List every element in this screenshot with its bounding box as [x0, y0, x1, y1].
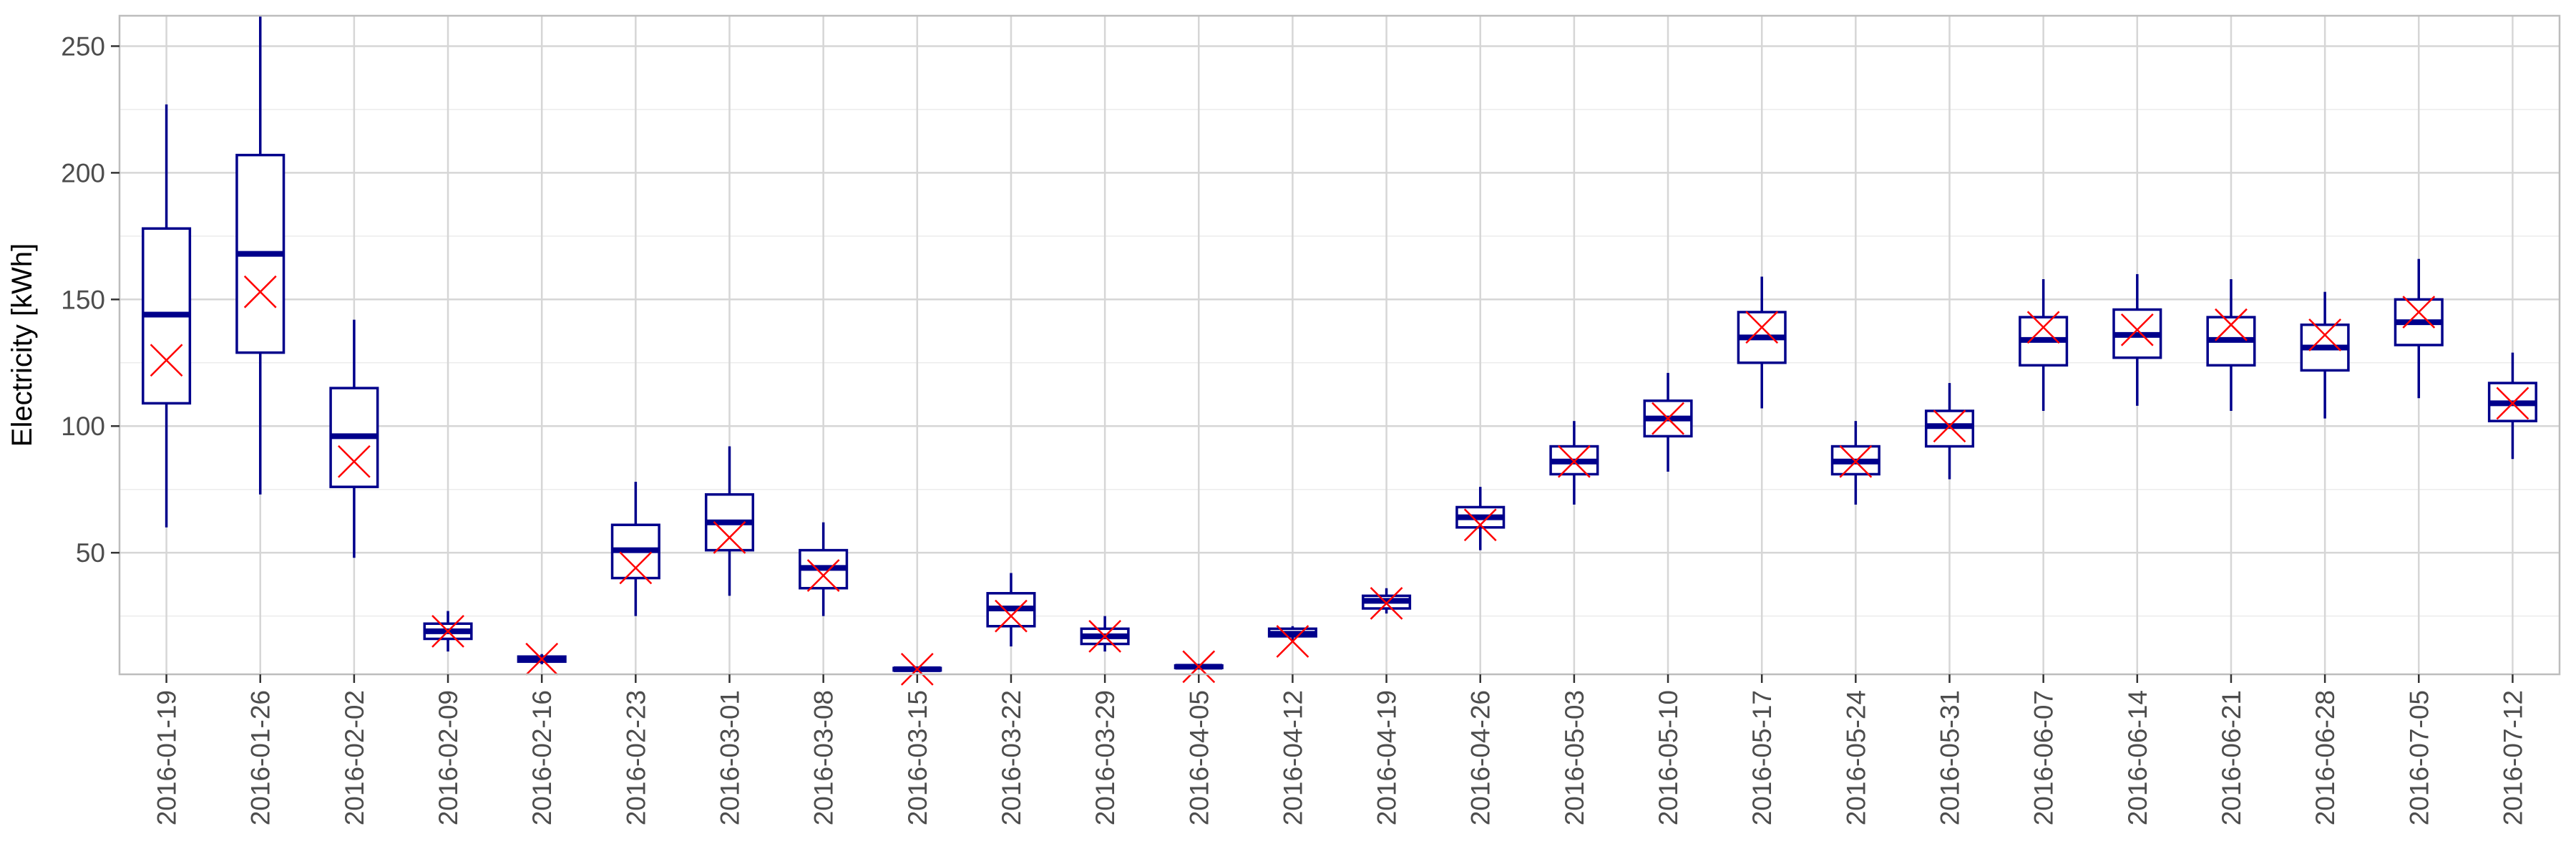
x-tick-label: 2016-07-05 [2404, 690, 2434, 825]
box-2016-06-14 [2112, 273, 2162, 406]
x-tick-label: 2016-02-23 [621, 690, 650, 825]
box-2016-03-08 [799, 522, 849, 616]
mean-marker [713, 521, 746, 554]
mean-marker [431, 614, 464, 648]
mean-marker [1088, 620, 1121, 653]
y-tick-label: 50 [76, 538, 105, 568]
panel-border [118, 14, 2561, 676]
mean-marker [995, 599, 1028, 633]
mean-marker [1933, 409, 1966, 443]
x-tick-label: 2016-06-28 [2311, 690, 2340, 825]
box-2016-04-26 [1455, 487, 1506, 550]
x-tick-label: 2016-05-10 [1654, 690, 1683, 825]
box-2016-02-16 [517, 642, 567, 676]
mean-marker [2308, 318, 2341, 351]
mean-marker [1276, 625, 1309, 658]
x-tick-label: 2016-05-17 [1747, 690, 1777, 825]
box-2016-04-05 [1174, 650, 1224, 684]
y-tick-label: 100 [61, 412, 105, 441]
box-2016-06-07 [2019, 279, 2069, 411]
box-2016-01-26 [235, 16, 286, 495]
mean-marker [338, 445, 371, 478]
mean-marker [2026, 311, 2060, 344]
mean-marker [806, 559, 840, 592]
box-2016-06-21 [2206, 279, 2256, 411]
x-tick-label: 2016-02-09 [434, 690, 463, 825]
mean-marker [1652, 402, 1684, 435]
box-2016-05-10 [1643, 372, 1693, 472]
x-tick-label: 2016-01-26 [246, 690, 275, 825]
mean-marker [2120, 313, 2154, 346]
x-tick-label: 2016-04-26 [1466, 690, 1496, 825]
mean-marker [1745, 311, 1779, 344]
grid-minor [119, 109, 2560, 617]
box-2016-03-01 [704, 446, 755, 596]
x-tick-label: 2016-02-16 [527, 690, 557, 825]
box-2016-03-15 [892, 653, 942, 686]
y-axis: 50 100 150 200 250 [61, 31, 119, 568]
x-tick-label: 2016-07-12 [2498, 690, 2527, 825]
mean-marker [1558, 445, 1591, 478]
mean-marker [2402, 296, 2436, 329]
mean-marker [1839, 445, 1873, 478]
grid-major [119, 16, 2560, 674]
x-tick-label: 2016-03-29 [1091, 690, 1120, 825]
box-2016-03-29 [1080, 616, 1130, 653]
mean-marker [900, 653, 934, 686]
box-2016-05-17 [1737, 276, 1787, 409]
mean-marker [2215, 308, 2248, 341]
box-2016-07-12 [2487, 352, 2537, 460]
box-2016-07-05 [2394, 258, 2444, 399]
y-tick-label: 150 [61, 285, 105, 314]
mean-marker [1182, 650, 1216, 684]
box-2016-02-23 [610, 482, 660, 616]
box-2016-05-31 [1924, 383, 1975, 480]
box-2016-01-19 [142, 104, 192, 528]
x-tick-label: 2016-05-03 [1560, 690, 1589, 825]
mean-marker [2496, 387, 2529, 420]
y-tick-label: 200 [61, 158, 105, 188]
x-tick-label: 2016-03-22 [997, 690, 1026, 825]
x-tick-label: 2016-01-19 [152, 690, 182, 825]
box-2016-06-28 [2300, 291, 2350, 419]
y-axis-title: Electricity [kWh] [6, 243, 38, 447]
x-tick-label: 2016-04-19 [1372, 690, 1402, 825]
x-tick-label: 2016-06-21 [2217, 690, 2246, 825]
mean-marker [1463, 508, 1497, 542]
mean-marker [150, 344, 183, 377]
box-2016-03-22 [986, 573, 1036, 647]
x-tick-label: 2016-04-05 [1184, 690, 1214, 825]
x-tick-label: 2016-04-12 [1278, 690, 1307, 825]
x-tick-label: 2016-06-07 [2029, 690, 2059, 825]
x-tick-label: 2016-06-14 [2123, 690, 2152, 825]
x-tick-label: 2016-03-15 [903, 690, 932, 825]
x-tick-label: 2016-03-08 [809, 690, 839, 825]
box-2016-05-24 [1830, 421, 1880, 505]
y-tick-label: 250 [61, 31, 105, 61]
mean-marker [243, 275, 277, 309]
x-tick-label: 2016-05-31 [1936, 690, 1965, 825]
box-2016-04-12 [1267, 625, 1317, 658]
x-tick-label: 2016-02-02 [340, 690, 369, 825]
box-2016-02-02 [329, 319, 379, 558]
x-tick-label: 2016-05-24 [1841, 690, 1870, 825]
box-2016-04-19 [1362, 587, 1412, 620]
mean-marker [1370, 587, 1403, 620]
boxplot-series [142, 16, 2537, 686]
box-2016-05-03 [1549, 421, 1599, 505]
x-axis: 2016-01-19 2016-01-26 2016-02-02 2016-02-09… [152, 674, 2527, 825]
x-tick-label: 2016-03-01 [716, 690, 745, 825]
mean-marker [525, 642, 559, 676]
box-2016-02-09 [423, 611, 473, 652]
mean-marker [619, 551, 653, 585]
